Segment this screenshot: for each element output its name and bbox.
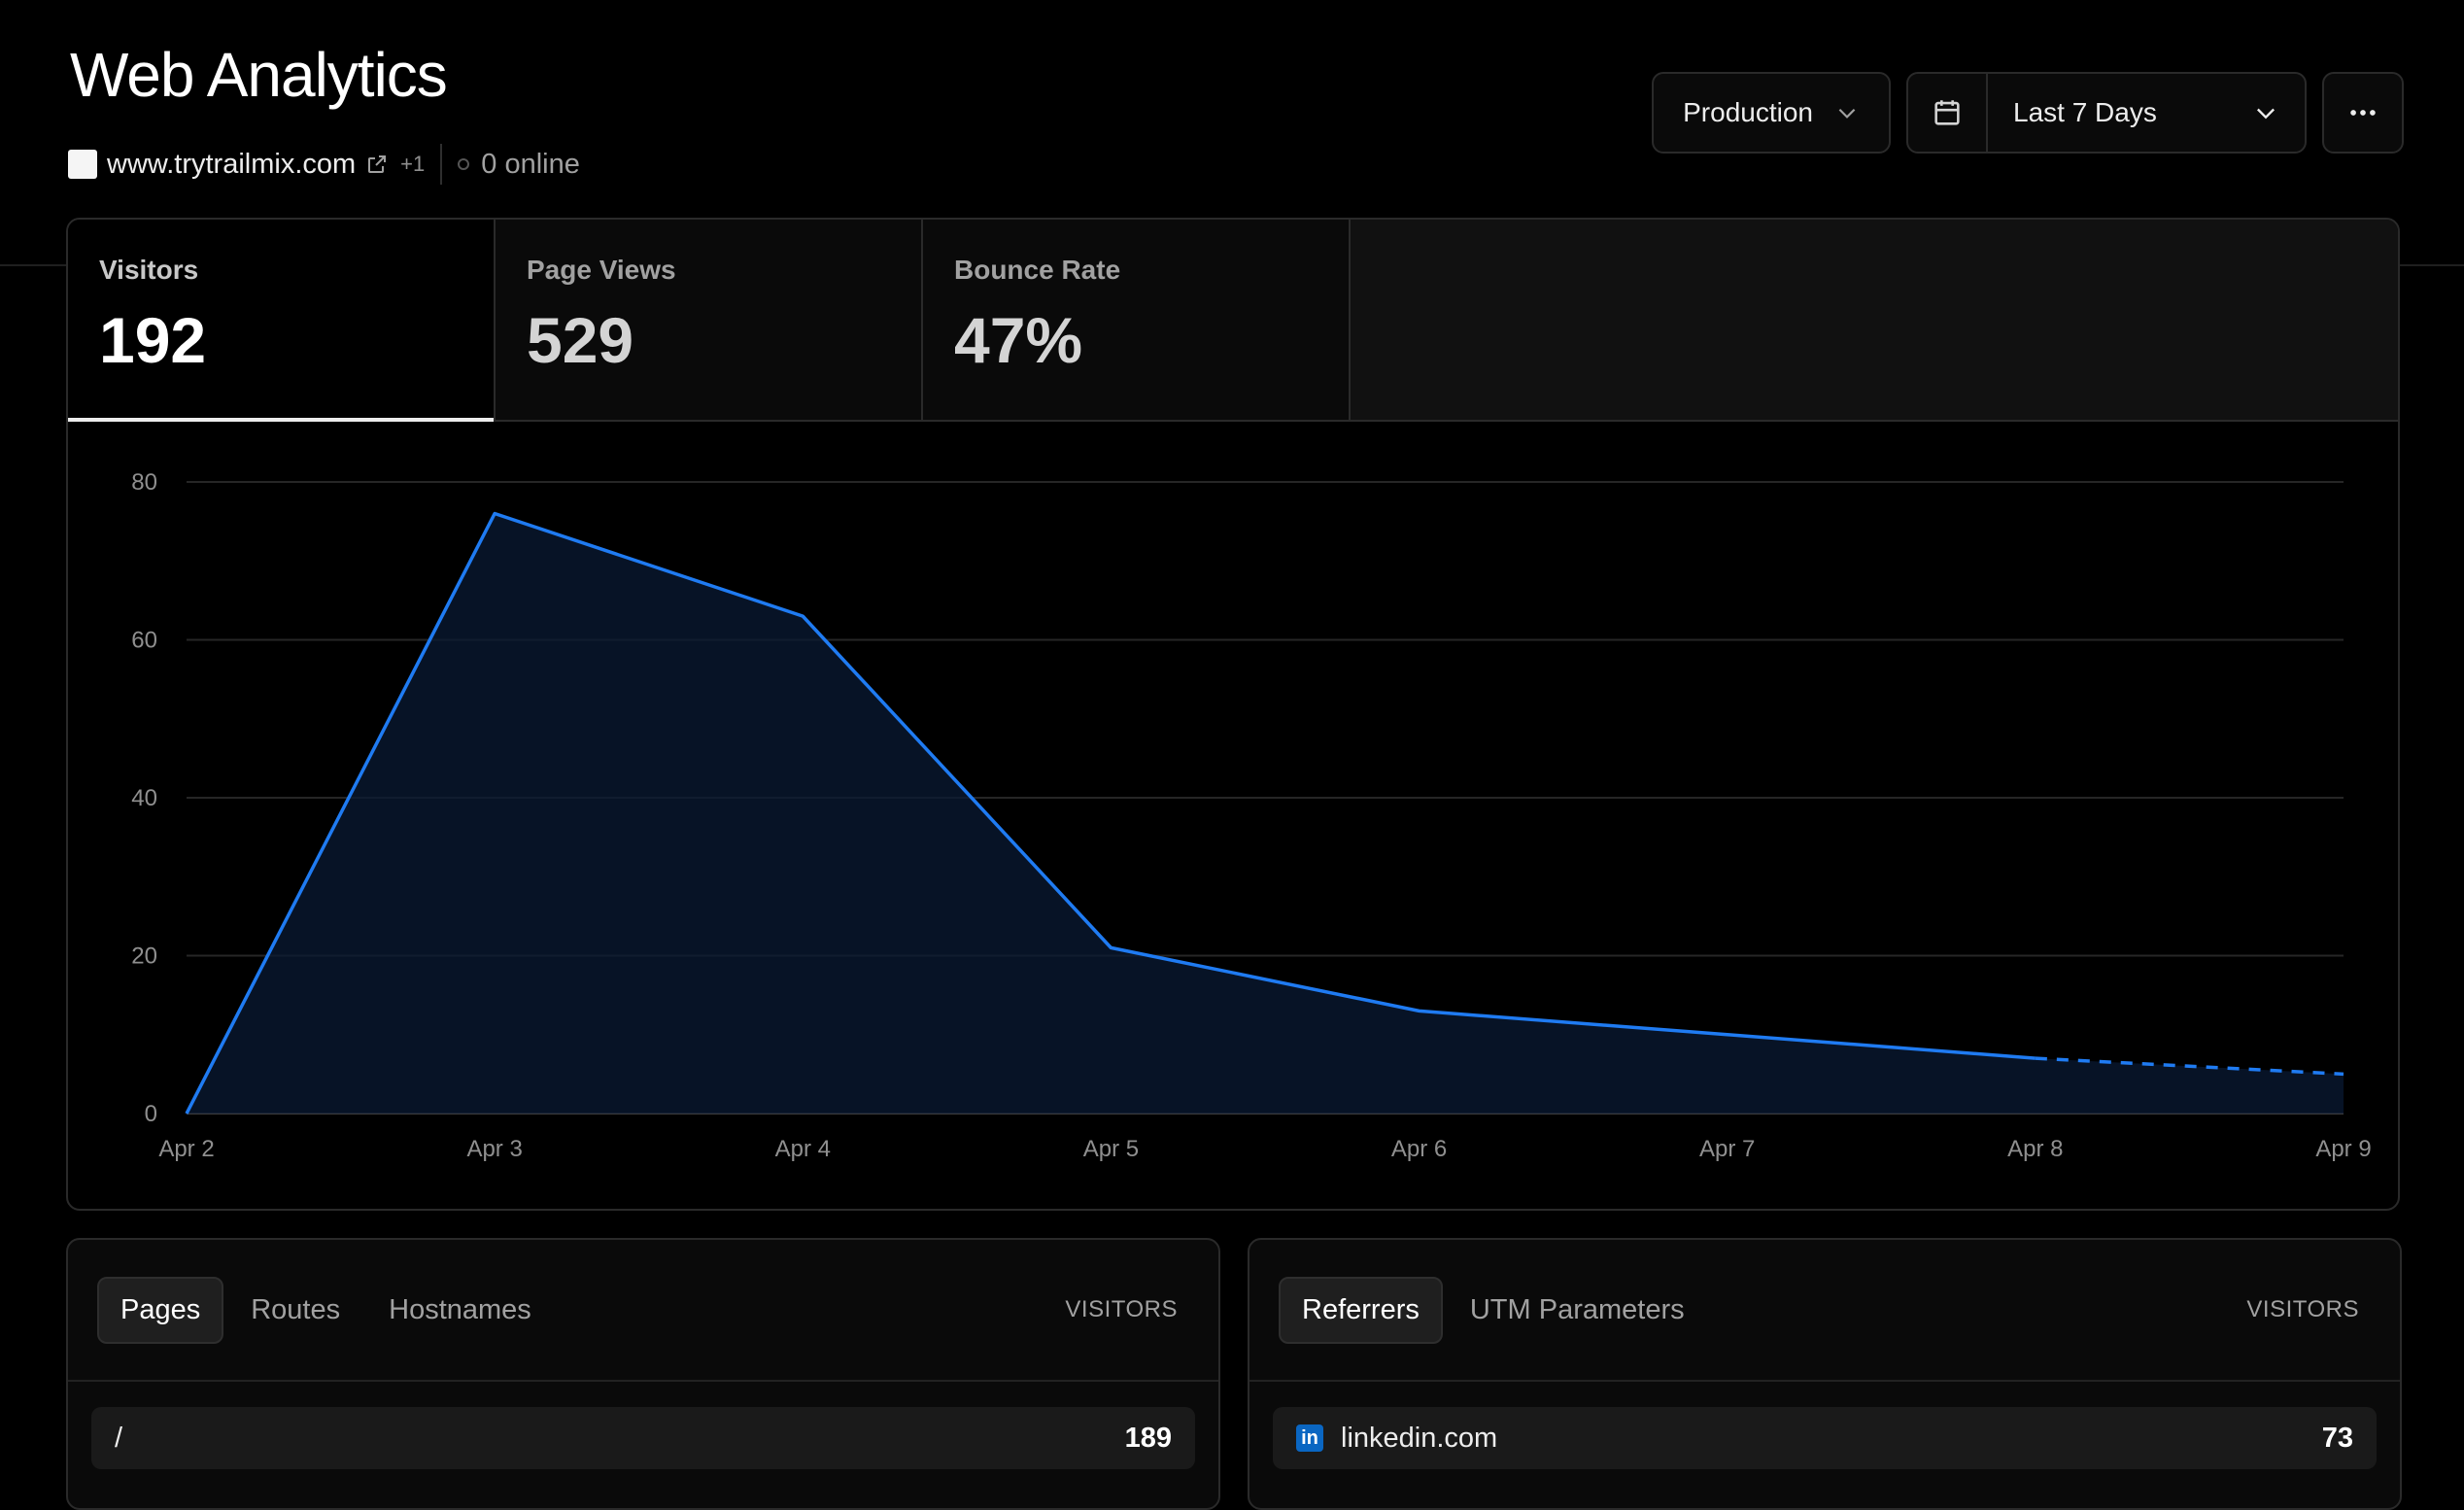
- metric-tabs: Visitors 192 Page Views 529 Bounce Rate …: [68, 220, 2398, 422]
- pages-panel: Pages Routes Hostnames VISITORS / 189: [66, 1238, 1220, 1510]
- data-point: [183, 1110, 190, 1117]
- linkedin-icon: in: [1296, 1424, 1323, 1452]
- online-status: 0 online: [481, 148, 580, 180]
- referrer-domain: linkedin.com: [1341, 1422, 1498, 1454]
- environment-select[interactable]: Production: [1652, 72, 1891, 154]
- x-tick-label: Apr 6: [1391, 1136, 1447, 1162]
- date-range-select[interactable]: Last 7 Days: [1906, 72, 2307, 154]
- x-tick-label: Apr 2: [158, 1136, 214, 1162]
- x-tick-label: Apr 8: [2007, 1136, 2063, 1162]
- stat-label: Page Views: [527, 255, 676, 285]
- tab-hostnames[interactable]: Hostnames: [389, 1293, 531, 1325]
- x-tick-label: Apr 9: [2315, 1136, 2371, 1162]
- data-point: [1416, 1007, 1423, 1014]
- y-tick-label: 60: [131, 628, 157, 654]
- visitors-column-header: VISITORS: [2246, 1296, 2359, 1322]
- chevron-down-icon: [1838, 108, 1856, 119]
- series-line-partial: [2035, 1056, 2344, 1077]
- more-options-button[interactable]: [2322, 72, 2404, 154]
- pages-panel-tabs: Pages Routes Hostnames VISITORS: [68, 1240, 1218, 1382]
- stat-value: 47%: [954, 304, 1083, 376]
- site-info: www.trytrailmix.com +1 0 online: [68, 144, 580, 185]
- x-tick-label: Apr 7: [1699, 1136, 1755, 1162]
- environment-label: Production: [1683, 97, 1813, 127]
- data-point: [2340, 1070, 2347, 1078]
- tab-routes[interactable]: Routes: [251, 1293, 341, 1325]
- data-point: [1724, 1031, 1731, 1039]
- tabs-filler: [1351, 220, 2398, 420]
- chevron-down-icon: [2257, 108, 2275, 120]
- series-line: [185, 511, 2036, 1115]
- y-tick-label: 0: [145, 1101, 157, 1127]
- date-range-dropdown[interactable]: Last 7 Days: [1988, 97, 2305, 128]
- page-title: Web Analytics: [70, 40, 448, 110]
- online-status-icon: [458, 158, 470, 170]
- tab-pages[interactable]: Pages: [97, 1276, 224, 1344]
- y-tick-label: 20: [131, 944, 157, 970]
- visitor-count: 189: [1124, 1422, 1172, 1454]
- calendar-button[interactable]: [1908, 74, 1988, 152]
- data-point: [2032, 1054, 2039, 1062]
- tab-bounce-rate[interactable]: Bounce Rate 47%: [923, 220, 1351, 420]
- divider: [440, 144, 443, 185]
- series-area: [187, 513, 2344, 1114]
- site-favicon: [68, 150, 97, 179]
- tab-referrers[interactable]: Referrers: [1279, 1276, 1443, 1344]
- tab-page-views[interactable]: Page Views 529: [496, 220, 923, 420]
- page-path: /: [115, 1422, 123, 1454]
- chart-svg: 0 20 40 60 80 Apr 2 Apr 3 Apr 4 Apr 5 Apr 6 Apr 7 A…: [131, 469, 2371, 1162]
- site-link[interactable]: www.trytrailmix.com: [107, 148, 357, 180]
- x-tick-label: Apr 3: [466, 1136, 522, 1162]
- tab-utm-parameters[interactable]: UTM Parameters: [1469, 1293, 1685, 1325]
- visitor-count: 73: [2321, 1422, 2353, 1454]
- toolbar: Production Last 7 Days: [1652, 72, 2404, 154]
- stat-label: Visitors: [99, 255, 199, 285]
- extra-domains-count[interactable]: +1: [400, 152, 426, 176]
- list-item[interactable]: / 189: [91, 1407, 1195, 1469]
- y-tick-label: 80: [131, 469, 157, 496]
- y-tick-label: 40: [131, 785, 157, 811]
- date-range-label: Last 7 Days: [2013, 97, 2157, 127]
- referrers-panel: Referrers UTM Parameters VISITORS in lin…: [1248, 1238, 2402, 1510]
- stat-value: 192: [99, 304, 207, 376]
- external-link-icon[interactable]: [365, 153, 389, 176]
- more-horizontal-icon: [2350, 110, 2376, 116]
- data-point: [1107, 944, 1114, 951]
- tab-visitors[interactable]: Visitors 192: [68, 220, 496, 422]
- referrers-panel-tabs: Referrers UTM Parameters VISITORS: [1249, 1240, 2400, 1382]
- stat-label: Bounce Rate: [954, 255, 1121, 285]
- visitors-column-header: VISITORS: [1065, 1296, 1178, 1322]
- data-point: [799, 612, 806, 620]
- x-tick-label: Apr 5: [1083, 1136, 1139, 1162]
- x-tick-label: Apr 4: [775, 1136, 831, 1162]
- data-point: [491, 510, 498, 518]
- visitors-chart[interactable]: 0 20 40 60 80 Apr 2 Apr 3 Apr 4 Apr 5 Apr 6 Apr 7 A…: [68, 422, 2398, 1209]
- analytics-card: Visitors 192 Page Views 529 Bounce Rate …: [66, 218, 2400, 1211]
- calendar-icon: [1934, 100, 1960, 125]
- referrer-label: in linkedin.com: [1296, 1423, 2322, 1455]
- stat-value: 529: [527, 304, 634, 376]
- list-item[interactable]: in linkedin.com 73: [1273, 1407, 2377, 1469]
